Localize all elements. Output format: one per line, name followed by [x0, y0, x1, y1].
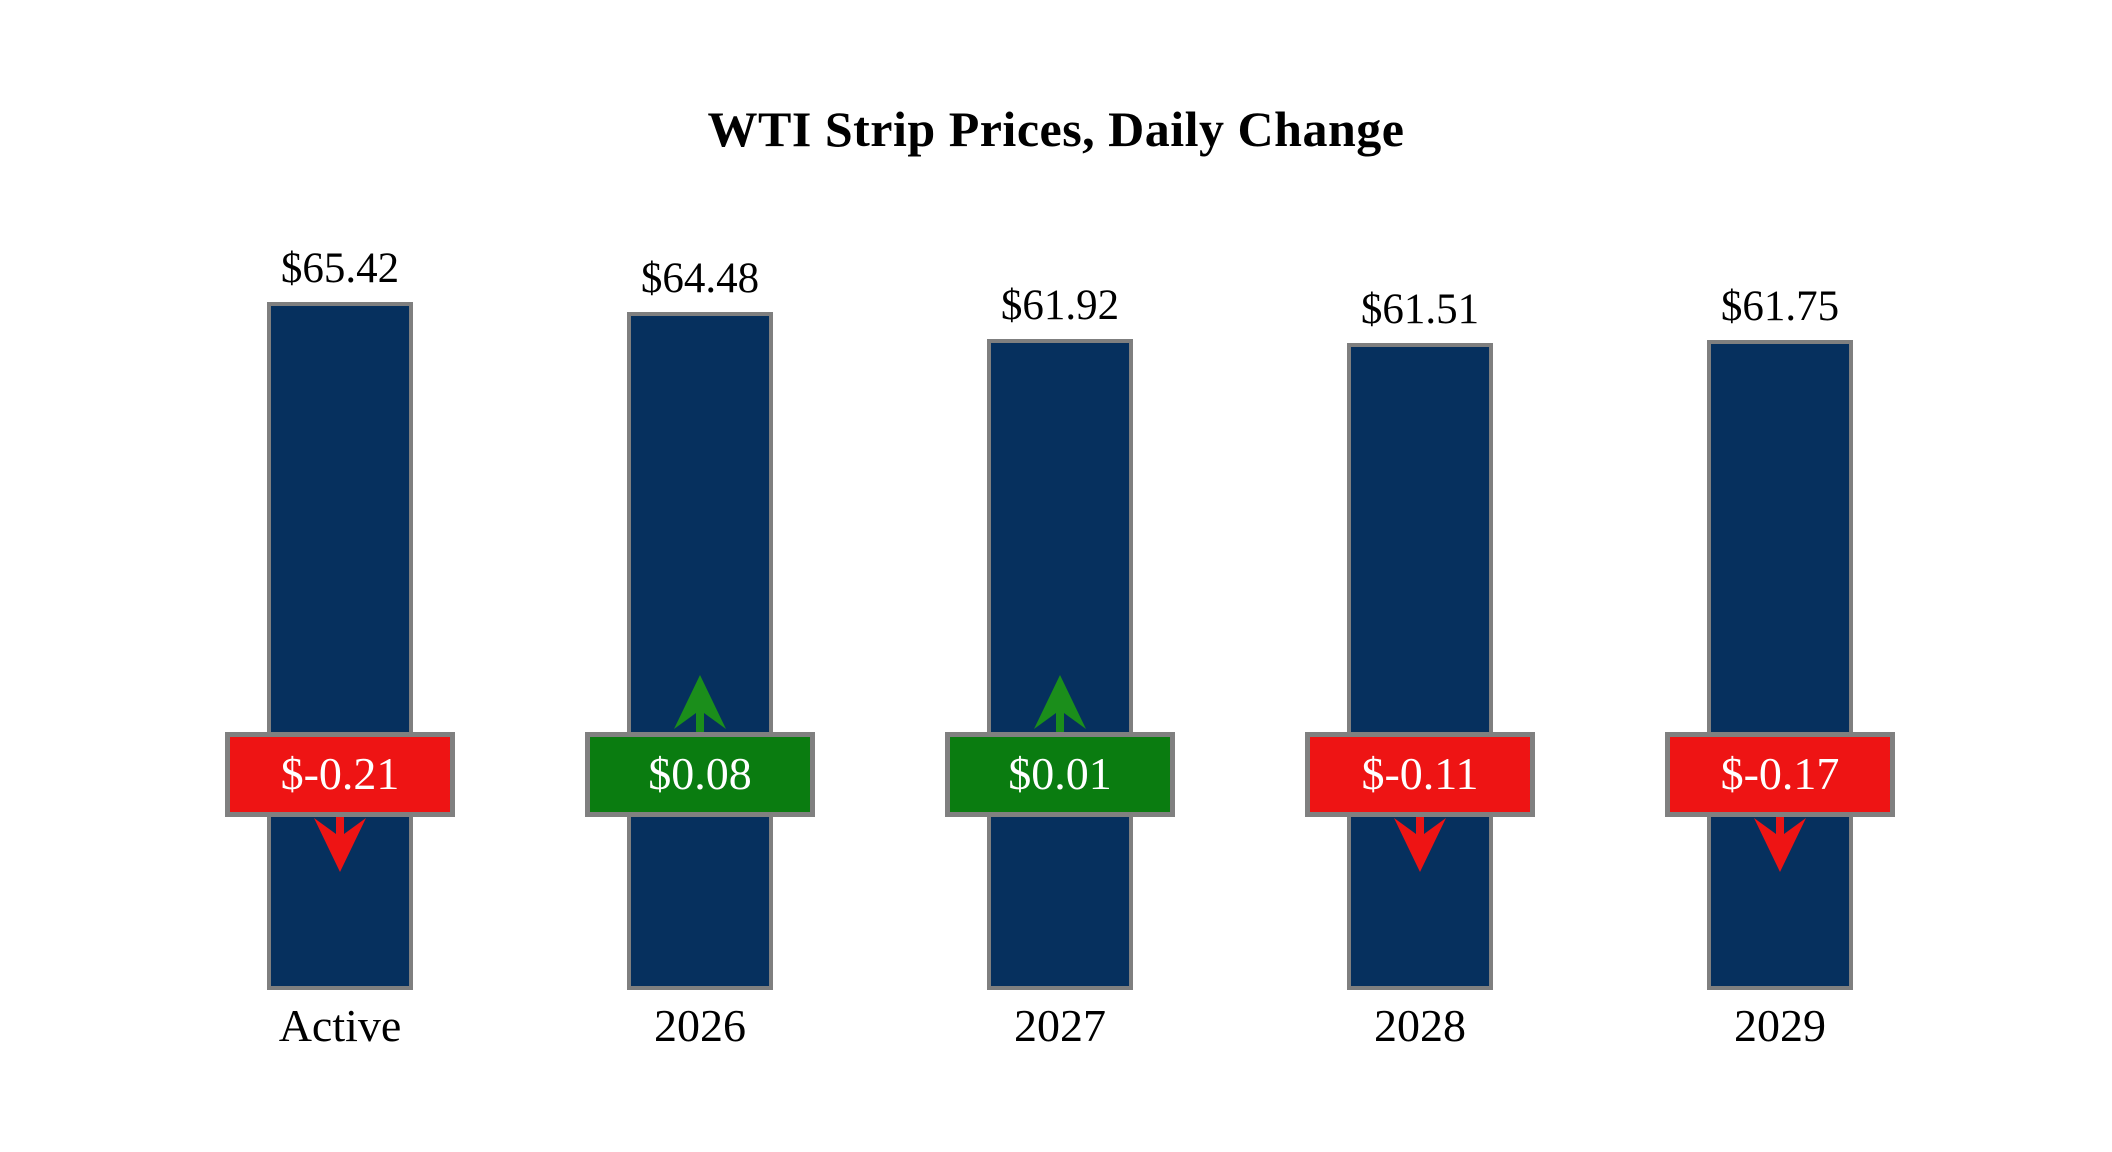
price-label: $64.48 [640, 255, 760, 302]
price-label: $61.92 [1000, 282, 1120, 329]
change-badge: $0.01 [945, 732, 1175, 817]
price-bar [627, 312, 773, 990]
change-label: $0.01 [1008, 748, 1112, 799]
category-label: 2027 [1014, 1000, 1106, 1051]
change-up-arrow-icon [674, 675, 726, 733]
arrow-shape [1034, 675, 1086, 733]
arrow-shape [1394, 814, 1446, 872]
price-label: $65.42 [280, 245, 400, 292]
price-bar [1347, 343, 1493, 990]
change-badge: $-0.21 [225, 732, 455, 817]
bar-group: $61.92 $0.01 2027 [945, 0, 1175, 1152]
bar-group: $65.42 $-0.21 Active [225, 0, 455, 1152]
arrow-shape [1754, 814, 1806, 872]
bar-group: $61.51 $-0.11 2028 [1305, 0, 1535, 1152]
arrow-shape [674, 675, 726, 733]
change-down-arrow-icon [1754, 814, 1806, 872]
change-up-arrow-icon [1034, 675, 1086, 733]
price-bar [1707, 340, 1853, 990]
change-down-arrow-icon [1394, 814, 1446, 872]
category-label: 2028 [1374, 1000, 1466, 1051]
change-label: $-0.21 [280, 748, 400, 799]
price-label: $61.75 [1720, 283, 1840, 330]
category-label: Active [278, 1000, 402, 1051]
price-label: $61.51 [1360, 286, 1480, 333]
chart-title: WTI Strip Prices, Daily Change [707, 101, 1405, 157]
category-label: 2026 [654, 1000, 746, 1051]
category-label: 2029 [1734, 1000, 1826, 1051]
bar-group: $61.75 $-0.17 2029 [1665, 0, 1895, 1152]
price-bar [987, 339, 1133, 990]
arrow-shape [314, 814, 366, 872]
change-badge: $-0.17 [1665, 732, 1895, 817]
change-label: $-0.17 [1720, 748, 1840, 799]
change-down-arrow-icon [314, 814, 366, 872]
change-label: $0.08 [648, 748, 752, 799]
change-label: $-0.11 [1361, 748, 1479, 799]
price-bar [267, 302, 413, 990]
change-badge: $0.08 [585, 732, 815, 817]
change-badge: $-0.11 [1305, 732, 1535, 817]
bar-group: $64.48 $0.08 2026 [585, 0, 815, 1152]
